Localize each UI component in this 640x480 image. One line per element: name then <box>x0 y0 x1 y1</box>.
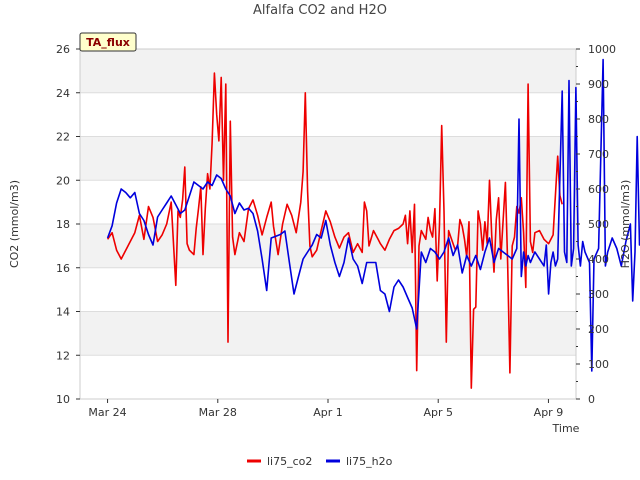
x-tick-label: Apr 1 <box>313 406 343 419</box>
x-tick-label: Apr 5 <box>423 406 453 419</box>
background-bands <box>80 49 576 356</box>
y-left-tick-label: 12 <box>56 349 70 362</box>
y-right-tick-label: 600 <box>588 183 609 196</box>
y-left-tick-label: 26 <box>56 43 70 56</box>
series-layer <box>106 58 640 389</box>
y-right-tick-label: 900 <box>588 78 609 91</box>
y-left-tick-label: 16 <box>56 262 70 275</box>
background-band <box>80 311 576 356</box>
x-tick-label: Mar 24 <box>88 406 126 419</box>
y-left-tick-label: 24 <box>56 87 70 100</box>
y-right-tick-label: 400 <box>588 253 609 266</box>
y-right-tick-label: 800 <box>588 113 609 126</box>
series-line-li75-h2o <box>106 58 640 372</box>
chart-title: Alfalfa CO2 and H2O <box>253 3 387 18</box>
badge-label: TA_flux <box>86 36 130 49</box>
y-right-tick-label: 0 <box>588 393 595 406</box>
badge-box <box>79 32 137 52</box>
y-axis-left-title: CO2 (mmol/m3) <box>8 180 21 268</box>
x-tick-label: Apr 9 <box>534 406 564 419</box>
y-right-tick-label: 1000 <box>588 43 616 56</box>
legend-label-li75-h2o: li75_h2o <box>346 455 393 468</box>
legend-label-li75-co2: li75_co2 <box>267 455 312 468</box>
y-axis-right-title: H2O (mmol/m3) <box>619 180 632 269</box>
background-band <box>80 49 576 93</box>
y-right-tick-label: 200 <box>588 323 609 336</box>
y-left-tick-label: 20 <box>56 174 70 187</box>
y-axis-right-ticks: 0 100 200 300 400 500 600 700 800 900 1000 <box>576 43 616 406</box>
legend: li75_co2 li75_h2o <box>247 455 393 468</box>
x-axis-ticks: Mar 24 Mar 28 Apr 1 Apr 5 Apr 9 <box>88 399 563 419</box>
y-left-tick-label: 10 <box>56 393 70 406</box>
y-right-tick-label: 300 <box>588 288 609 301</box>
series-line-li75-co2 <box>106 72 563 389</box>
background-band <box>80 136 576 181</box>
y-left-tick-label: 18 <box>56 218 70 231</box>
badge: TA_flux <box>79 32 137 52</box>
y-right-tick-label: 700 <box>588 148 609 161</box>
x-tick-label: Mar 28 <box>199 406 237 419</box>
x-axis-title: Time <box>552 422 580 435</box>
y-right-tick-label: 500 <box>588 218 609 231</box>
y-left-tick-label: 14 <box>56 306 70 319</box>
y-right-tick-label: 100 <box>588 358 609 371</box>
y-left-tick-label: 22 <box>56 131 70 144</box>
y-axis-left-ticks: 10 12 14 16 18 20 22 24 26 <box>56 43 80 406</box>
